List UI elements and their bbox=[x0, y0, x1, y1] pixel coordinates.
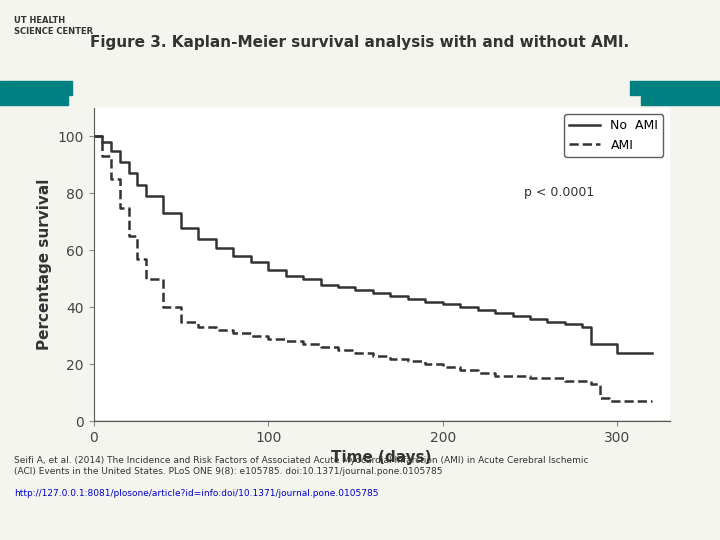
AMI bbox=[176, 318, 185, 325]
AMI bbox=[212, 327, 220, 333]
No  AMI bbox=[613, 349, 621, 356]
No  AMI bbox=[299, 275, 307, 282]
Text: http://127.0.0.1:8081/plosone/article?id=info:doi/10.1371/journal.pone.0105785: http://127.0.0.1:8081/plosone/article?id… bbox=[14, 489, 379, 498]
No  AMI bbox=[194, 236, 202, 242]
No  AMI bbox=[159, 210, 168, 217]
No  AMI bbox=[543, 318, 552, 325]
AMI bbox=[438, 364, 447, 370]
AMI bbox=[229, 330, 238, 336]
AMI bbox=[115, 205, 124, 211]
No  AMI bbox=[264, 267, 272, 274]
No  AMI bbox=[212, 244, 220, 251]
No  AMI bbox=[124, 170, 132, 177]
No  AMI bbox=[282, 273, 290, 279]
No  AMI bbox=[561, 321, 570, 328]
No  AMI bbox=[648, 349, 657, 356]
AMI bbox=[142, 275, 150, 282]
AMI bbox=[124, 233, 132, 239]
Text: Seifi A, et al. (2014) The Incidence and Risk Factors of Associated Acute Myocar: Seifi A, et al. (2014) The Incidence and… bbox=[14, 456, 589, 476]
No  AMI bbox=[98, 139, 107, 145]
AMI bbox=[299, 341, 307, 348]
AMI bbox=[421, 361, 430, 368]
AMI bbox=[107, 176, 115, 183]
AMI bbox=[89, 133, 98, 140]
AMI bbox=[159, 304, 168, 310]
No  AMI bbox=[595, 341, 604, 348]
No  AMI bbox=[229, 253, 238, 259]
No  AMI bbox=[631, 349, 639, 356]
AMI bbox=[604, 398, 613, 404]
No  AMI bbox=[473, 307, 482, 313]
No  AMI bbox=[587, 341, 595, 348]
No  AMI bbox=[526, 315, 534, 322]
No  AMI bbox=[351, 287, 360, 293]
AMI bbox=[133, 255, 142, 262]
X-axis label: Time (days): Time (days) bbox=[331, 450, 432, 465]
No  AMI bbox=[386, 293, 395, 299]
No  AMI bbox=[246, 259, 255, 265]
No  AMI bbox=[89, 133, 98, 140]
AMI bbox=[194, 324, 202, 330]
AMI bbox=[578, 378, 587, 384]
No  AMI bbox=[133, 181, 142, 188]
AMI bbox=[473, 369, 482, 376]
No  AMI bbox=[491, 310, 500, 316]
No  AMI bbox=[438, 301, 447, 308]
AMI bbox=[595, 395, 604, 402]
Line: No  AMI: No AMI bbox=[94, 137, 652, 353]
AMI bbox=[98, 153, 107, 160]
AMI bbox=[246, 333, 255, 339]
AMI bbox=[282, 338, 290, 345]
No  AMI bbox=[403, 295, 412, 302]
AMI bbox=[333, 347, 342, 353]
No  AMI bbox=[107, 147, 115, 154]
AMI bbox=[456, 367, 464, 373]
AMI bbox=[508, 373, 517, 379]
No  AMI bbox=[456, 304, 464, 310]
AMI bbox=[316, 344, 325, 350]
AMI bbox=[561, 378, 570, 384]
No  AMI bbox=[142, 193, 150, 199]
AMI bbox=[613, 398, 621, 404]
AMI bbox=[403, 358, 412, 365]
AMI bbox=[264, 335, 272, 342]
Text: Figure 3. Kaplan-Meier survival analysis with and without AMI.: Figure 3. Kaplan-Meier survival analysis… bbox=[91, 35, 629, 50]
AMI bbox=[491, 373, 500, 379]
AMI bbox=[386, 355, 395, 362]
No  AMI bbox=[176, 224, 185, 231]
No  AMI bbox=[316, 281, 325, 288]
No  AMI bbox=[369, 290, 377, 296]
AMI bbox=[526, 375, 534, 382]
AMI bbox=[369, 353, 377, 359]
No  AMI bbox=[508, 313, 517, 319]
Legend: No  AMI, AMI: No AMI, AMI bbox=[564, 114, 663, 157]
No  AMI bbox=[333, 284, 342, 291]
No  AMI bbox=[578, 324, 587, 330]
Text: UT HEALTH
SCIENCE CENTER: UT HEALTH SCIENCE CENTER bbox=[14, 16, 94, 36]
No  AMI bbox=[115, 159, 124, 165]
AMI bbox=[351, 349, 360, 356]
AMI bbox=[587, 381, 595, 387]
AMI bbox=[543, 375, 552, 382]
Text: p < 0.0001: p < 0.0001 bbox=[524, 186, 595, 199]
Line: AMI: AMI bbox=[94, 137, 652, 401]
AMI bbox=[631, 398, 639, 404]
No  AMI bbox=[421, 299, 430, 305]
Y-axis label: Percentage survival: Percentage survival bbox=[37, 179, 52, 350]
AMI bbox=[648, 398, 657, 404]
